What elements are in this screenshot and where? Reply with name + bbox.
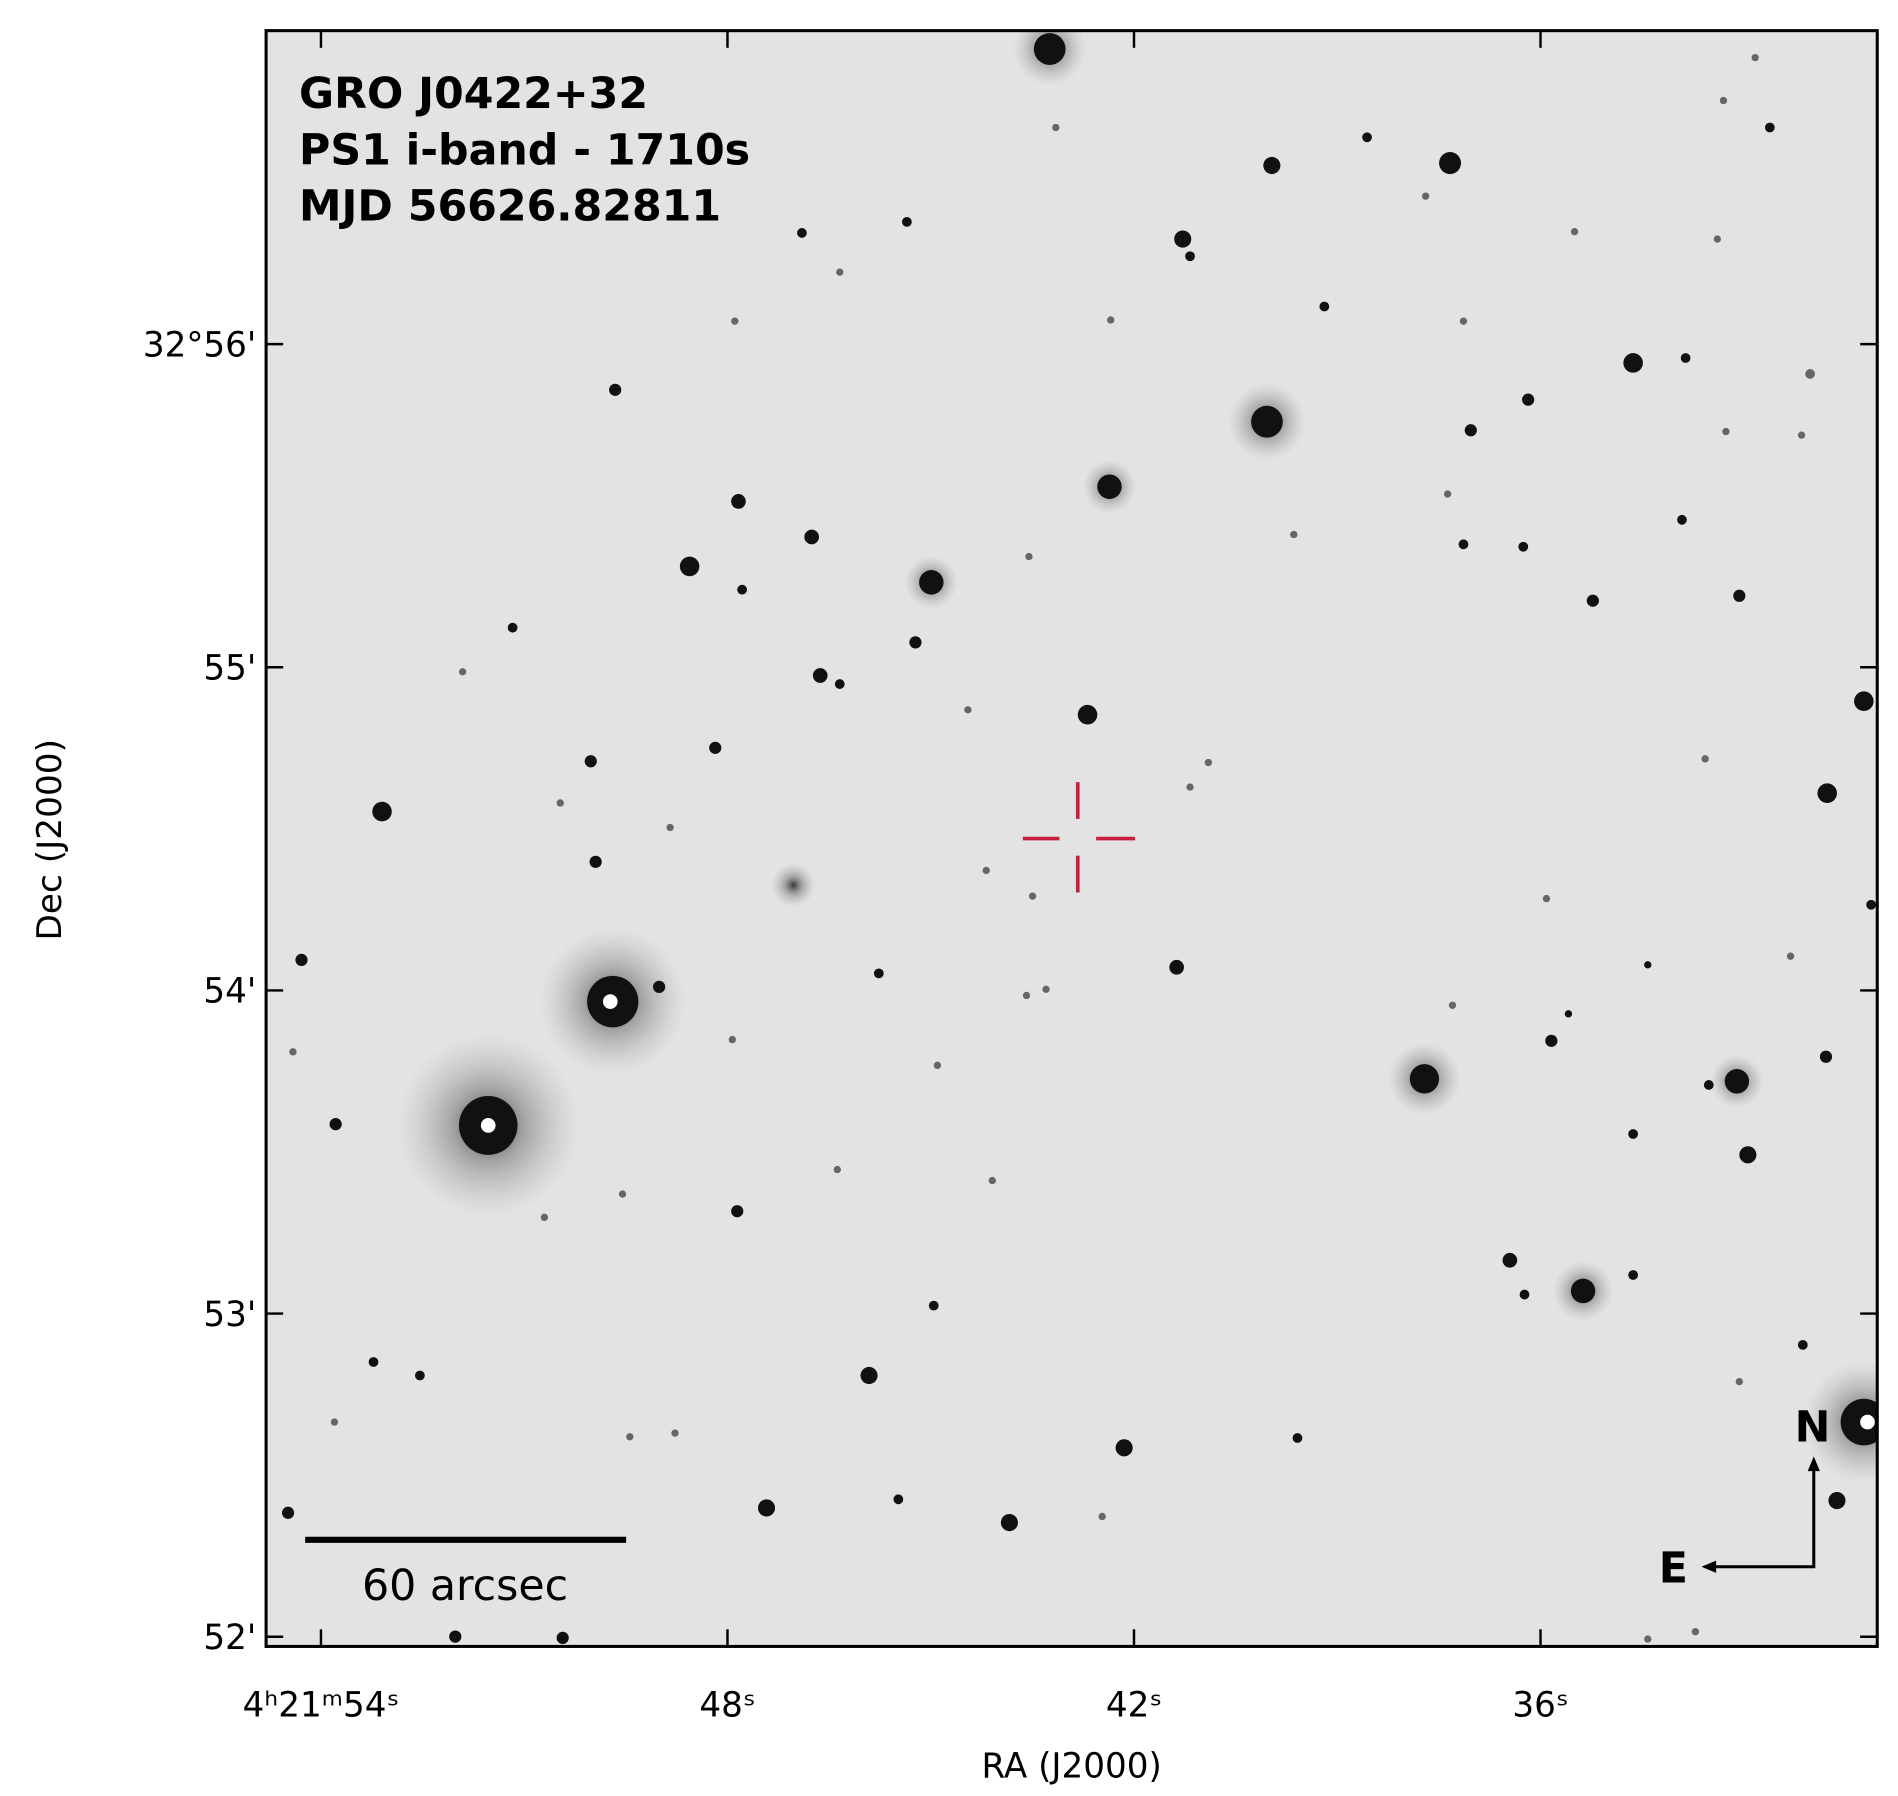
x-tick-label: 42ˢ — [1106, 1685, 1162, 1725]
x-tick-label: 48ˢ — [699, 1685, 755, 1725]
x-axis-label: RA (J2000) — [982, 1747, 1162, 1787]
y-tick-label: 55' — [203, 648, 256, 688]
y-tick-label: 52' — [203, 1618, 256, 1658]
title-line: PS1 i-band - 1710s — [299, 125, 750, 175]
x-tick-label: 4ʰ21ᵐ54ˢ — [243, 1685, 400, 1725]
y-axis-label: Dec (J2000) — [30, 739, 70, 941]
scale-bar-label: 60 arcsec — [362, 1561, 568, 1611]
y-tick-label: 53' — [203, 1295, 256, 1335]
plot-frame — [264, 29, 1879, 1648]
compass-arrows — [1708, 1464, 1816, 1569]
y-tick-label: 32°56' — [143, 325, 256, 365]
compass-north: N — [1795, 1403, 1831, 1453]
north-arrowhead — [1807, 1456, 1820, 1472]
title-line: GRO J0422+32 — [299, 69, 648, 119]
title-line: MJD 56626.82811 — [299, 182, 721, 232]
y-tick-label: 54' — [203, 972, 256, 1012]
compass-east: E — [1659, 1544, 1688, 1594]
sky-image — [266, 30, 1878, 1647]
target-crosshair — [1022, 782, 1136, 893]
axis-ticks: 4ʰ21ᵐ54ˢ 48ˢ 42ˢ 36ˢ 32°56' 55' 54' 53' 52' — [143, 30, 1878, 1725]
east-arrowhead — [1701, 1560, 1717, 1573]
x-tick-label: 36ˢ — [1512, 1685, 1568, 1725]
